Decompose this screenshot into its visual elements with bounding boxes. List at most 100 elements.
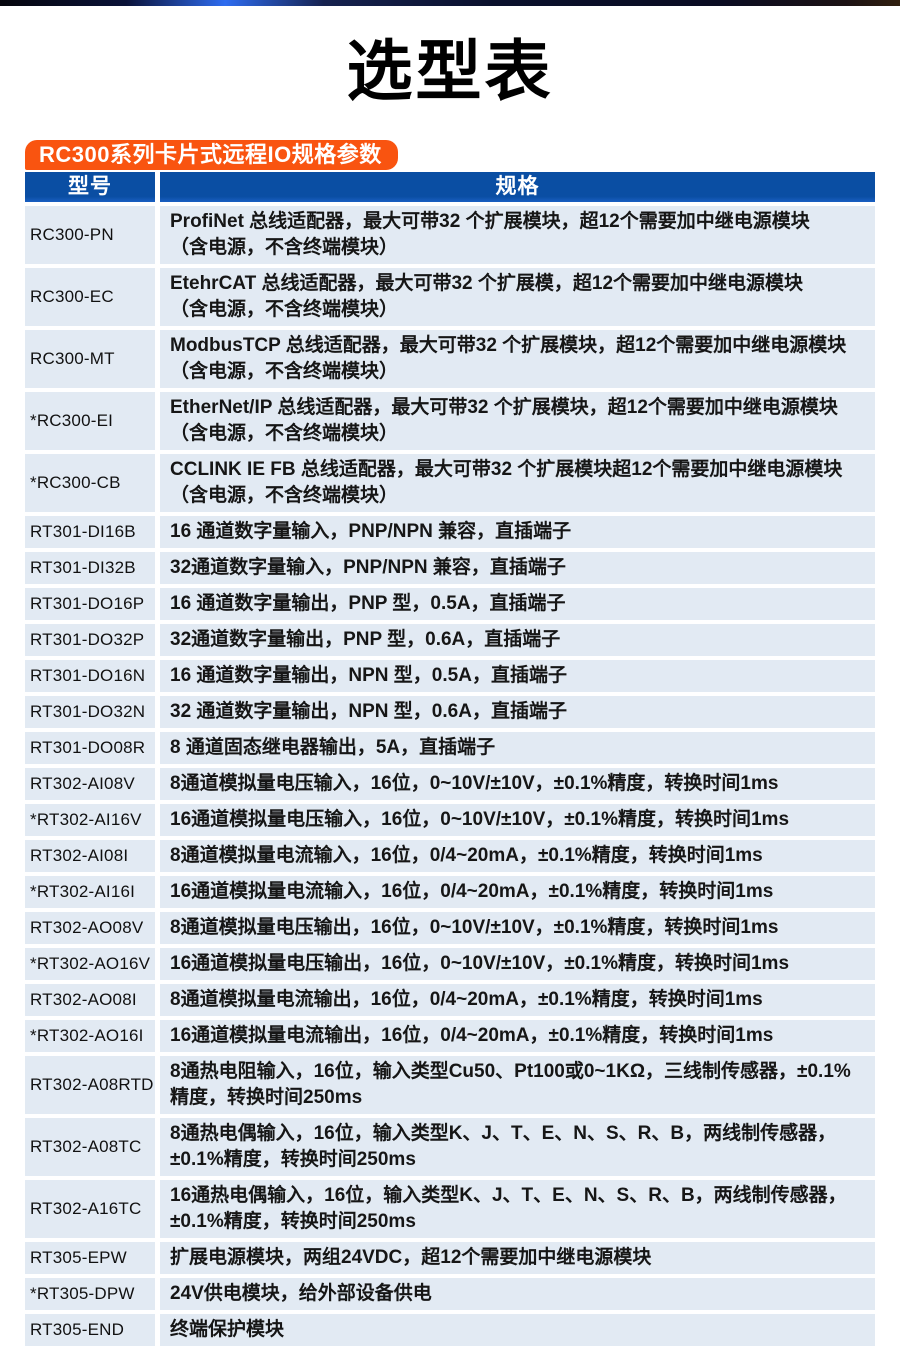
spec-cell: EtherNet/IP 总线适配器，最大可带32 个扩展模块，超12个需要加中继… xyxy=(160,392,875,450)
table-row: RT301-DI16B 16 通道数字量输入，PNP/NPN 兼容，直插端子 xyxy=(25,516,875,548)
model-cell: RT302-A08TC xyxy=(25,1118,160,1176)
table-row: RT305-EPW 扩展电源模块，两组24VDC，超12个需要加中继电源模块 xyxy=(25,1242,875,1274)
model-cell: *RT302-AO16I xyxy=(25,1020,160,1052)
spec-line: 16 通道数字量输出，PNP 型，0.5A，直插端子 xyxy=(170,593,566,614)
spec-cell: 8通道模拟量电流输入，16位，0/4~20mA，±0.1%精度，转换时间1ms xyxy=(160,840,875,872)
spec-line: EtehrCAT 总线适配器，最大可带32 个扩展模，超12个需要加中继电源模块 xyxy=(170,273,804,294)
spec-column-header: 规格 xyxy=(495,175,540,198)
spec-line: 8通道模拟量电流输出，16位，0/4~20mA，±0.1%精度，转换时间1ms xyxy=(170,989,763,1010)
spec-line: 8通热电偶输入，16位，输入类型K、J、T、E、N、S、R、B，两线制传感器，±… xyxy=(170,1123,837,1170)
spec-cell: 16通道模拟量电压输出，16位，0~10V/±10V，±0.1%精度，转换时间1… xyxy=(160,948,875,980)
table-row: RT302-AO08V 8通道模拟量电压输出，16位，0~10V/±10V，±0.… xyxy=(25,912,875,944)
table-row: RC300-PN ProfiNet 总线适配器，最大可带32 个扩展模块，超12个… xyxy=(25,206,875,264)
model-cell: *RT305-DPW xyxy=(25,1278,160,1310)
model-cell: RT302-A16TC xyxy=(25,1180,160,1238)
table-row: RT301-DI32B 32通道数字量输入，PNP/NPN 兼容，直插端子 xyxy=(25,552,875,584)
series-badge: RC300系列卡片式远程IO规格参数 xyxy=(25,140,398,170)
model-cell: RT301-DI32B xyxy=(25,552,160,584)
spec-line: CCLINK IE FB 总线适配器，最大可带32 个扩展模块超12个需要加中继… xyxy=(170,459,843,480)
table-row: RC300-EC EtehrCAT 总线适配器，最大可带32 个扩展模，超12个需… xyxy=(25,268,875,326)
spec-cell: 8 通道固态继电器输出，5A，直插端子 xyxy=(160,732,875,764)
spec-cell: 32通道数字量输出，PNP 型，0.6A，直插端子 xyxy=(160,624,875,656)
table-row: *RC300-EI EtherNet/IP 总线适配器，最大可带32 个扩展模块，… xyxy=(25,392,875,450)
spec-cell: 16 通道数字量输入，PNP/NPN 兼容，直插端子 xyxy=(160,516,875,548)
model-column-header: 型号 xyxy=(25,172,160,202)
model-cell: RC300-EC xyxy=(25,268,160,326)
spec-line: 8通道模拟量电压输出，16位，0~10V/±10V，±0.1%精度，转换时间1m… xyxy=(170,917,779,938)
table-row: RC300-MT ModbusTCP 总线适配器，最大可带32 个扩展模块，超12… xyxy=(25,330,875,388)
spec-line: 16通热电偶输入，16位，输入类型K、J、T、E、N、S、R、B，两线制传感器，… xyxy=(170,1185,847,1232)
spec-cell: 8通道模拟量电压输入，16位，0~10V/±10V，±0.1%精度，转换时间1m… xyxy=(160,768,875,800)
table-row: RT301-DO16P 16 通道数字量输出，PNP 型，0.5A，直插端子 xyxy=(25,588,875,620)
model-cell: RT305-END xyxy=(25,1314,160,1346)
spec-cell: 16通道模拟量电流输入，16位，0/4~20mA，±0.1%精度，转换时间1ms xyxy=(160,876,875,908)
table-header: 型号 规格 xyxy=(25,172,875,202)
spec-cell: 扩展电源模块，两组24VDC，超12个需要加中继电源模块 xyxy=(160,1242,875,1274)
spec-line: 8通道模拟量电流输入，16位，0/4~20mA，±0.1%精度，转换时间1ms xyxy=(170,845,763,866)
spec-line: 32 通道数字量输出，NPN 型，0.6A，直插端子 xyxy=(170,701,567,722)
model-cell: RT302-AO08V xyxy=(25,912,160,944)
spec-cell: 8通热电阻输入，16位，输入类型Cu50、Pt100或0~1KΩ，三线制传感器，… xyxy=(160,1056,875,1114)
spec-line: 24V供电模块，给外部设备供电 xyxy=(170,1283,432,1304)
spec-line: 8通热电阻输入，16位，输入类型Cu50、Pt100或0~1KΩ，三线制传感器，… xyxy=(170,1061,851,1108)
spec-cell: CCLINK IE FB 总线适配器，最大可带32 个扩展模块超12个需要加中继… xyxy=(160,454,875,512)
spec-line: 16通道模拟量电压输入，16位，0~10V/±10V，±0.1%精度，转换时间1… xyxy=(170,809,790,830)
table-row: *RT302-AO16I 16通道模拟量电流输出，16位，0/4~20mA，±0.… xyxy=(25,1020,875,1052)
table-row: *RT302-AO16V 16通道模拟量电压输出，16位，0~10V/±10V，±… xyxy=(25,948,875,980)
model-cell: RT302-AI08V xyxy=(25,768,160,800)
model-cell: RT302-AO08I xyxy=(25,984,160,1016)
table-row: *RT302-AI16V 16通道模拟量电压输入，16位，0~10V/±10V，±… xyxy=(25,804,875,836)
spec-line: 16 通道数字量输入，PNP/NPN 兼容，直插端子 xyxy=(170,521,572,542)
spec-line: 8 通道固态继电器输出，5A，直插端子 xyxy=(170,737,496,758)
spec-line: 32通道数字量输出，PNP 型，0.6A，直插端子 xyxy=(170,629,561,650)
spec-line: （含电源，不含终端模块） xyxy=(170,485,399,506)
model-cell: RT301-DO16N xyxy=(25,660,160,692)
spec-line: ProfiNet 总线适配器，最大可带32 个扩展模块，超12个需要加中继电源模… xyxy=(170,211,810,232)
spec-line: （含电源，不含终端模块） xyxy=(170,299,399,320)
spec-line: 扩展电源模块，两组24VDC，超12个需要加中继电源模块 xyxy=(170,1247,652,1268)
table-row: RT302-A08TC 8通热电偶输入，16位，输入类型K、J、T、E、N、S、R… xyxy=(25,1118,875,1176)
spec-line: 16通道模拟量电流输出，16位，0/4~20mA，±0.1%精度，转换时间1ms xyxy=(170,1025,774,1046)
spec-line: （含电源，不含终端模块） xyxy=(170,361,399,382)
model-cell: RT305-EPW xyxy=(25,1242,160,1274)
table-row: RT301-DO16N 16 通道数字量输出，NPN 型，0.5A，直插端子 xyxy=(25,660,875,692)
model-cell: *RT302-AO16V xyxy=(25,948,160,980)
spec-line: ModbusTCP 总线适配器，最大可带32 个扩展模块，超12个需要加中继电源… xyxy=(170,335,847,356)
table-row: RT302-AI08V 8通道模拟量电压输入，16位，0~10V/±10V，±0.… xyxy=(25,768,875,800)
table-body: RC300-PN ProfiNet 总线适配器，最大可带32 个扩展模块，超12个… xyxy=(25,206,875,1346)
table-row: RT301-DO32P 32通道数字量输出，PNP 型，0.6A，直插端子 xyxy=(25,624,875,656)
model-cell: RT301-DO16P xyxy=(25,588,160,620)
model-cell: *RT302-AI16I xyxy=(25,876,160,908)
table-row: RT301-DO08R 8 通道固态继电器输出，5A，直插端子 xyxy=(25,732,875,764)
table-row: RT302-A16TC 16通热电偶输入，16位，输入类型K、J、T、E、N、S、… xyxy=(25,1180,875,1238)
spec-line: （含电源，不含终端模块） xyxy=(170,237,399,258)
table-row: *RT302-AI16I 16通道模拟量电流输入，16位，0/4~20mA，±0.… xyxy=(25,876,875,908)
spec-line: 16 通道数字量输出，NPN 型，0.5A，直插端子 xyxy=(170,665,567,686)
table-row: RT302-A08RTD 8通热电阻输入，16位，输入类型Cu50、Pt100或0… xyxy=(25,1056,875,1114)
model-cell: RC300-PN xyxy=(25,206,160,264)
spec-line: 32通道数字量输入，PNP/NPN 兼容，直插端子 xyxy=(170,557,566,578)
model-cell: RT301-DO32N xyxy=(25,696,160,728)
model-cell: *RT302-AI16V xyxy=(25,804,160,836)
spec-cell: 24V供电模块，给外部设备供电 xyxy=(160,1278,875,1310)
model-cell: *RC300-CB xyxy=(25,454,160,512)
spec-cell: 32 通道数字量输出，NPN 型，0.6A，直插端子 xyxy=(160,696,875,728)
table-row: RT301-DO32N 32 通道数字量输出，NPN 型，0.6A，直插端子 xyxy=(25,696,875,728)
spec-cell: 16 通道数字量输出，PNP 型，0.5A，直插端子 xyxy=(160,588,875,620)
spec-cell: 32通道数字量输入，PNP/NPN 兼容，直插端子 xyxy=(160,552,875,584)
spec-line: EtherNet/IP 总线适配器，最大可带32 个扩展模块，超12个需要加中继… xyxy=(170,397,838,418)
spec-cell: EtehrCAT 总线适配器，最大可带32 个扩展模，超12个需要加中继电源模块… xyxy=(160,268,875,326)
table-row: RT305-END 终端保护模块 xyxy=(25,1314,875,1346)
spec-line: 8通道模拟量电压输入，16位，0~10V/±10V，±0.1%精度，转换时间1m… xyxy=(170,773,779,794)
model-cell: RT301-DI16B xyxy=(25,516,160,548)
spec-line: 16通道模拟量电压输出，16位，0~10V/±10V，±0.1%精度，转换时间1… xyxy=(170,953,790,974)
model-cell: RT301-DO08R xyxy=(25,732,160,764)
spec-cell: 16通热电偶输入，16位，输入类型K、J、T、E、N、S、R、B，两线制传感器，… xyxy=(160,1180,875,1238)
model-cell: RC300-MT xyxy=(25,330,160,388)
top-decor-bar xyxy=(0,0,900,6)
spec-line: 16通道模拟量电流输入，16位，0/4~20mA，±0.1%精度，转换时间1ms xyxy=(170,881,774,902)
table-row: *RT305-DPW 24V供电模块，给外部设备供电 xyxy=(25,1278,875,1310)
spec-cell: 16通道模拟量电压输入，16位，0~10V/±10V，±0.1%精度，转换时间1… xyxy=(160,804,875,836)
spec-cell: 16 通道数字量输出，NPN 型，0.5A，直插端子 xyxy=(160,660,875,692)
